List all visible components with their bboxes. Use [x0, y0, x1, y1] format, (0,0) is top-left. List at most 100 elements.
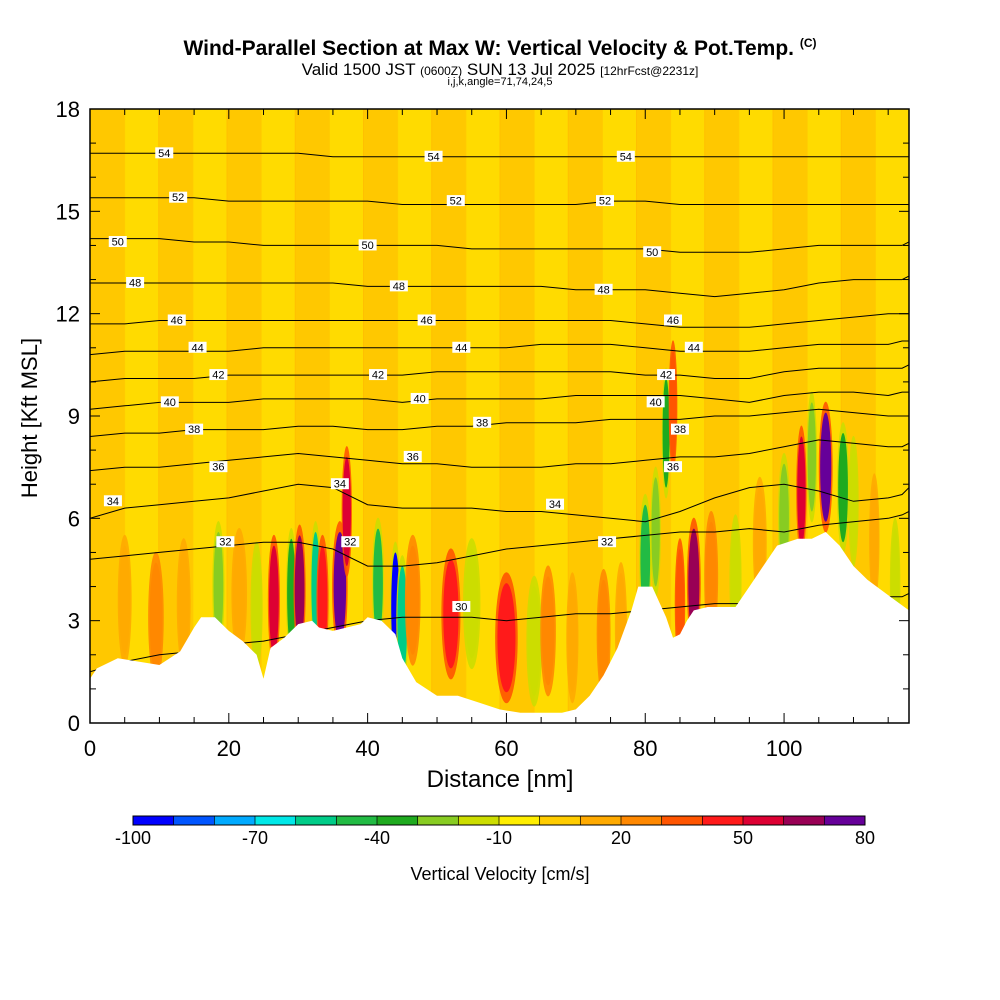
isentrope-50: [90, 238, 909, 253]
isentrope-label: 36: [209, 461, 228, 474]
isentrope-label: 40: [646, 396, 665, 409]
isentrope-label: 44: [452, 341, 471, 354]
colorbar-swatch: [661, 816, 703, 825]
velocity-cell: [820, 412, 832, 522]
isentrope-label: 52: [595, 195, 614, 208]
isentrope-label: 44: [188, 341, 207, 354]
isentrope-38: [90, 408, 909, 437]
svg-text:40: 40: [414, 393, 426, 405]
svg-text:42: 42: [660, 370, 672, 382]
isentrope-label: 36: [664, 461, 683, 474]
colorbar-swatch: [539, 816, 581, 825]
isentrope-48: [90, 275, 909, 298]
velocity-cell: [119, 545, 131, 655]
isentrope-labels: 30 32 32 32 34 34 34 36 36 36 38 38 38 40 40 40 42 42 42 44…: [103, 147, 703, 614]
y-axis-title: Height [Kft MSL]: [17, 337, 42, 499]
svg-text:32: 32: [344, 537, 356, 549]
svg-text:54: 54: [158, 148, 170, 160]
colorbar-swatch: [702, 816, 744, 825]
x-axis: 0 20 40 60 80 100: [84, 109, 889, 761]
velocity-cell: [397, 566, 408, 676]
svg-text:34: 34: [334, 479, 346, 491]
svg-text:36: 36: [212, 462, 224, 474]
y-tick-label: 12: [56, 302, 80, 327]
velocity-cell: [251, 552, 262, 662]
svg-text:48: 48: [129, 277, 141, 289]
svg-text:38: 38: [476, 417, 488, 429]
svg-text:50: 50: [362, 240, 374, 252]
x-tick-label: 20: [217, 736, 241, 761]
colorbar-swatch: [377, 816, 419, 825]
colorbar-tick-label: -70: [242, 828, 268, 848]
isentrope-label: 38: [473, 416, 492, 429]
terrain: [90, 532, 909, 723]
isentrope-label: 46: [417, 314, 436, 327]
colorbar-swatch: [824, 816, 866, 825]
isentrope-label: 42: [209, 369, 228, 382]
isentrope-label: 46: [167, 314, 186, 327]
velocity-cell: [807, 402, 816, 512]
svg-text:42: 42: [372, 370, 384, 382]
isentrope-34: [90, 483, 909, 523]
velocity-cell: [406, 545, 419, 655]
colorbar-swatch: [743, 816, 785, 825]
valid-utc: (0600Z): [420, 64, 463, 78]
velocity-cell: [317, 545, 328, 655]
velocity-cell: [287, 538, 296, 648]
isentrope-40: [90, 391, 909, 410]
velocity-cell: [443, 559, 459, 669]
velocity-cell: [464, 549, 479, 659]
x-tick-label: 0: [84, 736, 96, 761]
svg-text:48: 48: [393, 281, 405, 293]
isentrope-54: [90, 152, 909, 158]
isentrope-label: 48: [389, 280, 408, 293]
velocity-cell: [149, 562, 163, 672]
svg-text:38: 38: [188, 424, 200, 436]
colorbar-tick-label: -100: [115, 828, 151, 848]
isentrope-label: 32: [341, 536, 360, 549]
svg-text:44: 44: [688, 342, 700, 354]
svg-text:50: 50: [112, 237, 124, 249]
svg-text:54: 54: [427, 151, 439, 163]
velocity-cell: [373, 528, 383, 638]
velocity-cell: [294, 535, 305, 645]
isentrope-label: 32: [598, 536, 617, 549]
isentrope-label: 44: [684, 341, 703, 354]
isentrope-label: 34: [546, 498, 565, 511]
isentrope-32: [90, 511, 909, 567]
svg-text:54: 54: [620, 151, 632, 163]
isentrope-label: 42: [657, 369, 676, 382]
forecast-tag: [12hrFcst@2231z]: [600, 64, 699, 78]
velocity-cell: [213, 531, 224, 642]
x-tick-label: 80: [633, 736, 657, 761]
colorbar-swatch: [133, 816, 175, 825]
y-tick-label: 18: [56, 97, 80, 122]
isentrope-label: 40: [410, 392, 429, 405]
isentrope-label: 34: [330, 478, 349, 491]
isentrope-label: 50: [358, 239, 377, 252]
velocity-cell: [567, 583, 578, 693]
isentrope-label: 52: [446, 195, 465, 208]
x-axis-title: Distance [nm]: [426, 766, 574, 793]
isentrope-36: [90, 439, 909, 472]
svg-text:52: 52: [450, 196, 462, 208]
velocity-cell: [527, 586, 541, 696]
isentrope-label: 40: [160, 396, 179, 409]
velocity-cell: [333, 531, 347, 642]
isentrope-label: 54: [616, 150, 635, 163]
svg-text:42: 42: [212, 370, 224, 382]
isentrope-label: 54: [424, 150, 443, 163]
isentropes: [90, 152, 909, 673]
velocity-cell: [651, 477, 660, 587]
y-tick-label: 9: [68, 404, 80, 429]
colorbar-swatch: [173, 816, 215, 825]
valid-time-line: Valid 1500 JST (0600Z) SUN 13 Jul 2025 […: [0, 60, 1000, 80]
isentrope-label: 50: [108, 236, 127, 249]
velocity-cell: [838, 433, 848, 543]
velocity-cell: [232, 538, 246, 648]
colorbar-title: Vertical Velocity [cm/s]: [410, 864, 590, 884]
isentrope-label: 30: [452, 601, 471, 614]
svg-text:48: 48: [597, 284, 609, 296]
